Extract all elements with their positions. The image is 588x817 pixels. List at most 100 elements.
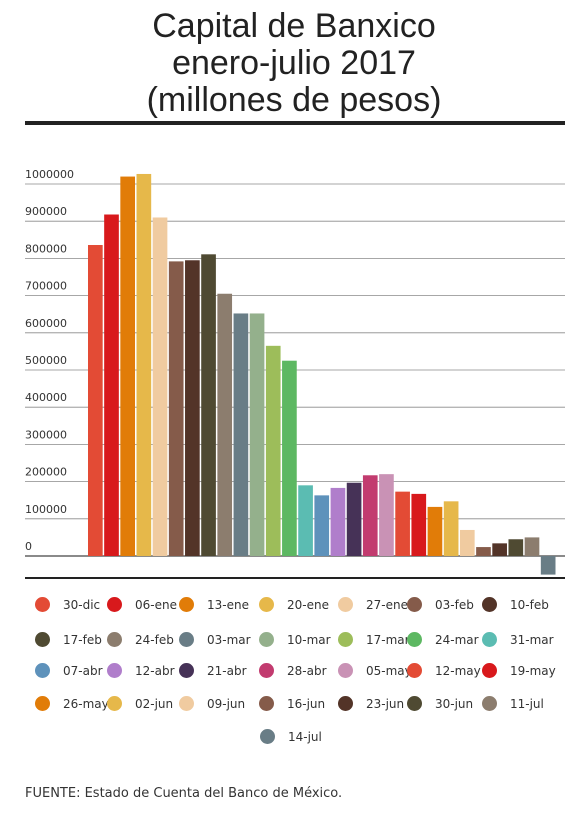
bar-12-abr: [330, 487, 346, 556]
legend-label: 23-jun: [366, 696, 405, 711]
bar-16-jun: [476, 547, 491, 556]
bar-24-feb: [217, 293, 233, 556]
bar-30-dic: [88, 245, 103, 556]
legend-swatch: [107, 696, 122, 711]
legend-label: 26-may: [63, 696, 109, 711]
bar-23-jun: [492, 543, 507, 556]
legend-item-03-feb: 03-feb: [407, 597, 474, 612]
legend-item-23-jun: 23-jun: [338, 696, 404, 711]
legend-label: 14-jul: [288, 729, 322, 744]
bar-12-may: [395, 491, 410, 556]
legend-label: 24-mar: [435, 632, 479, 647]
bottom-divider: [25, 577, 565, 579]
legend-swatch: [179, 632, 194, 647]
legend-swatch: [35, 597, 50, 612]
legend-label: 07-abr: [63, 663, 103, 678]
legend-swatch: [338, 663, 353, 678]
legend-swatch: [260, 729, 275, 744]
legend-label: 30-dic: [63, 597, 101, 612]
top-divider: [25, 121, 565, 125]
legend-swatch: [179, 663, 194, 678]
legend-item-20-ene: 20-ene: [259, 597, 329, 612]
legend-label: 17-mar: [366, 632, 410, 647]
legend-label: 13-ene: [207, 597, 249, 612]
legend-swatch: [407, 696, 422, 711]
legend-item-12-abr: 12-abr: [107, 663, 175, 678]
legend-label: 28-abr: [287, 663, 327, 678]
bar-06-ene: [104, 214, 119, 556]
legend-item-02-jun: 02-jun: [107, 696, 173, 711]
bar-09-jun: [459, 529, 475, 556]
source-note: FUENTE: Estado de Cuenta del Banco de Mé…: [25, 786, 343, 801]
legend-swatch: [482, 696, 497, 711]
y-tick-label: 800000: [25, 242, 67, 255]
legend-label: 11-jul: [510, 696, 544, 711]
bar-21-abr: [346, 482, 362, 556]
legend-label: 24-feb: [135, 632, 174, 647]
y-tick-label: 500000: [25, 354, 67, 367]
legend-label: 10-mar: [287, 632, 331, 647]
bar-20-ene: [136, 173, 152, 556]
bar-02-jun: [443, 501, 459, 556]
legend-swatch: [107, 597, 122, 612]
legend-item-09-jun: 09-jun: [179, 696, 245, 711]
bar-24-mar: [282, 360, 297, 556]
y-tick-label: 100000: [25, 503, 67, 516]
legend-label: 06-ene: [135, 597, 177, 612]
legend-item-10-feb: 10-feb: [482, 597, 549, 612]
legend-item-30-dic: 30-dic: [35, 597, 100, 612]
legend-label: 12-may: [435, 663, 481, 678]
y-tick-label: 600000: [25, 317, 67, 330]
legend-item-24-feb: 24-feb: [107, 632, 174, 647]
bar-05-may: [379, 474, 394, 556]
bar-14-jul: [540, 556, 556, 575]
legend-swatch: [338, 597, 353, 612]
legend-swatch: [35, 632, 50, 647]
legend-item-17-feb: 17-feb: [35, 632, 102, 647]
legend-item-17-mar: 17-mar: [338, 632, 410, 647]
legend-label: 03-mar: [207, 632, 251, 647]
bar-28-abr: [362, 475, 378, 556]
bar-13-ene: [120, 176, 136, 556]
legend-label: 16-jun: [287, 696, 326, 711]
legend-label: 12-abr: [135, 663, 175, 678]
legend-swatch: [482, 632, 497, 647]
legend-swatch: [482, 663, 497, 678]
legend-item-14-jul: 14-jul: [260, 729, 322, 744]
title-line-2: enero-julio 2017: [172, 44, 416, 82]
title-line-1: Capital de Banxico: [152, 7, 436, 45]
bar-11-jul: [524, 537, 540, 556]
legend-item-10-mar: 10-mar: [259, 632, 331, 647]
legend-label: 09-jun: [207, 696, 246, 711]
legend-swatch: [107, 632, 122, 647]
y-tick-label: 200000: [25, 466, 67, 479]
legend-swatch: [259, 663, 274, 678]
bar-03-feb: [168, 261, 184, 556]
legend-label: 30-jun: [435, 696, 474, 711]
legend-item-21-abr: 21-abr: [179, 663, 247, 678]
legend-swatch: [482, 597, 497, 612]
y-tick-label: 300000: [25, 428, 67, 441]
legend-swatch: [35, 696, 50, 711]
bar-10-mar: [249, 313, 265, 556]
y-tick-label: 700000: [25, 280, 67, 293]
bar-19-may: [411, 493, 427, 556]
legend-item-24-mar: 24-mar: [407, 632, 479, 647]
legend-label: 02-jun: [135, 696, 174, 711]
legend-label: 20-ene: [287, 597, 329, 612]
legend-item-31-mar: 31-mar: [482, 632, 554, 647]
legend-item-28-abr: 28-abr: [259, 663, 327, 678]
legend-label: 31-mar: [510, 632, 554, 647]
legend-swatch: [107, 663, 122, 678]
legend-label: 19-may: [510, 663, 556, 678]
legend-label: 27-ene: [366, 597, 408, 612]
legend-item-13-ene: 13-ene: [179, 597, 249, 612]
legend-swatch: [407, 597, 422, 612]
legend-item-12-may: 12-may: [407, 663, 481, 678]
legend-label: 21-abr: [207, 663, 247, 678]
title-line-3: (millones de pesos): [146, 81, 442, 119]
legend-label: 05-may: [366, 663, 412, 678]
legend-item-05-may: 05-may: [338, 663, 412, 678]
legend-swatch: [259, 696, 274, 711]
